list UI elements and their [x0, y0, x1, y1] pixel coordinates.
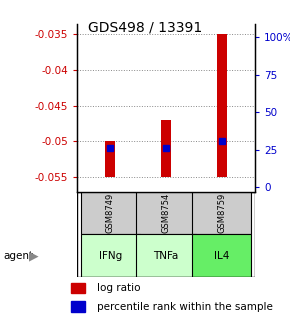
Text: IL4: IL4	[214, 251, 229, 261]
Text: TNFa: TNFa	[153, 251, 179, 261]
Bar	[81, 235, 140, 277]
Text: GSM8759: GSM8759	[217, 193, 226, 233]
Text: GSM8754: GSM8754	[162, 193, 171, 233]
Bar	[71, 283, 86, 293]
Bar	[105, 141, 115, 177]
Text: percentile rank within the sample: percentile rank within the sample	[97, 302, 273, 311]
Text: agent: agent	[3, 251, 33, 261]
Bar	[136, 192, 196, 235]
Bar	[81, 192, 140, 235]
Bar	[217, 34, 227, 177]
Bar	[136, 235, 196, 277]
Text: ▶: ▶	[28, 249, 38, 262]
Text: log ratio: log ratio	[97, 283, 140, 293]
Bar	[192, 192, 251, 235]
Text: GSM8749: GSM8749	[106, 193, 115, 233]
Text: GDS498 / 13391: GDS498 / 13391	[88, 20, 202, 34]
Bar	[161, 120, 171, 177]
Bar	[192, 235, 251, 277]
Text: IFNg: IFNg	[99, 251, 122, 261]
Bar	[71, 301, 86, 312]
